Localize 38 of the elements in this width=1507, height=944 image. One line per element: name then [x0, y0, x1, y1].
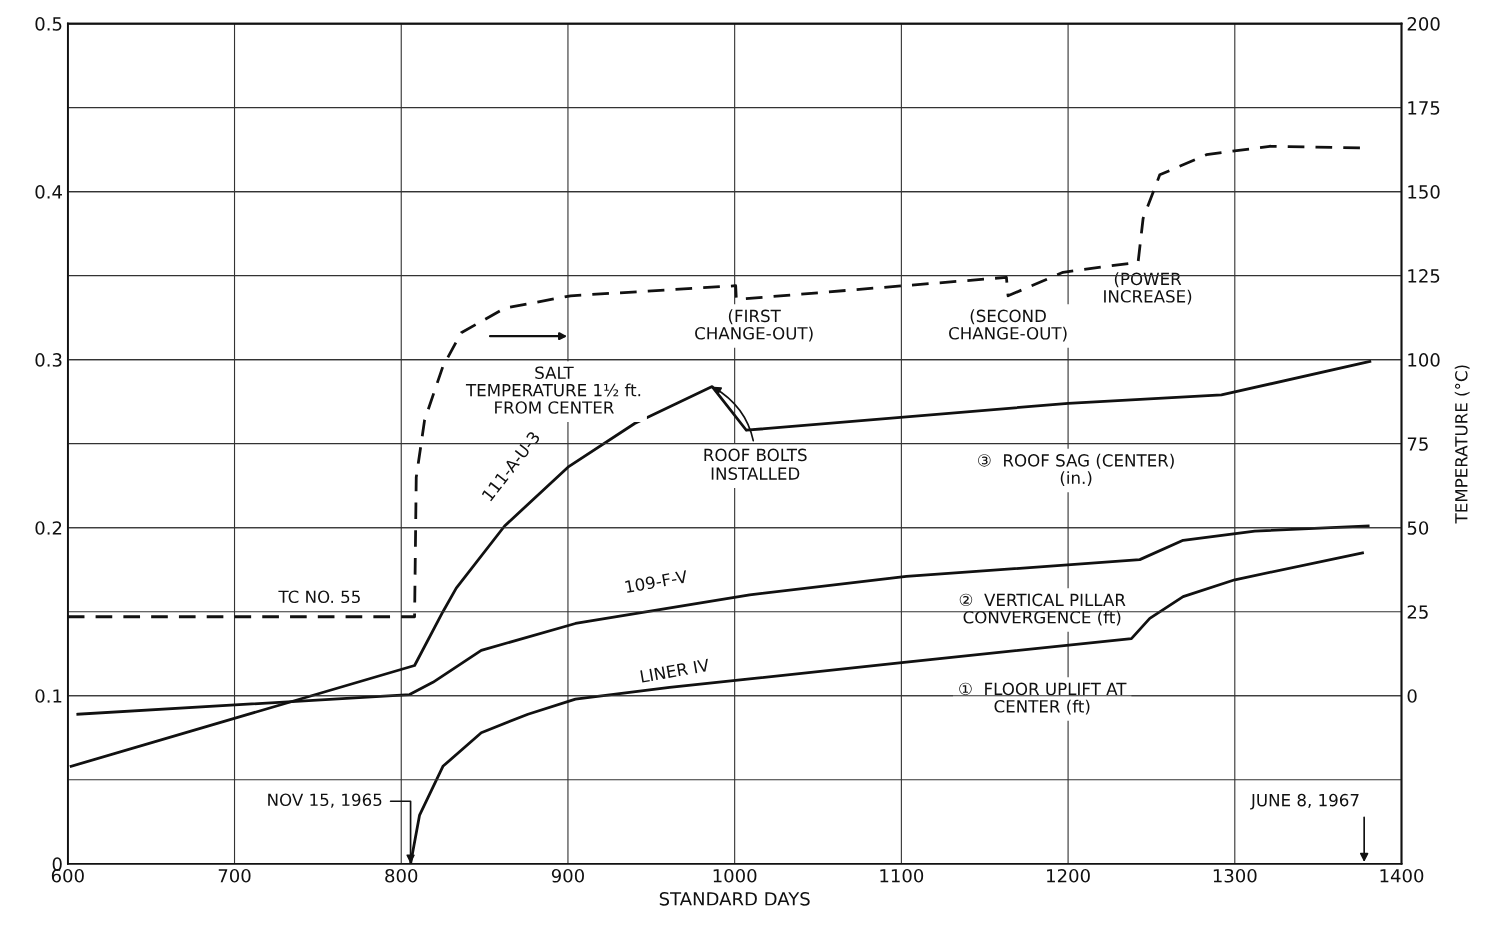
- annotation: ① FLOOR UPLIFT AT CENTER (ft): [959, 682, 1127, 715]
- y2-tick-label: 100: [1408, 353, 1440, 367]
- x-tick-label: 1300: [1213, 868, 1257, 883]
- annotation: JUNE 8, 1967: [1250, 793, 1359, 810]
- y-tick-label: 0.3: [35, 353, 62, 367]
- annotation: ROOF BOLTS INSTALLED: [704, 448, 807, 480]
- y-tick-label: 0: [52, 857, 62, 871]
- x-tick-label: 800: [385, 868, 418, 883]
- annotation: 109-F-V: [624, 569, 689, 594]
- x-tick-label: 1000: [713, 868, 757, 883]
- annotation: NOV 15, 1965: [268, 793, 382, 808]
- y2-tick-label: 150: [1408, 185, 1440, 199]
- x-tick-label: 600: [51, 868, 84, 883]
- y2-axis-title: TEMPERATURE (°C): [1454, 365, 1470, 524]
- y-tick-label: 0.1: [35, 689, 62, 703]
- x-axis-title: STANDARD DAYS: [659, 891, 810, 906]
- y-tick-label: 0.5: [35, 17, 62, 31]
- x-tick-label: 1200: [1047, 868, 1090, 883]
- y2-tick-label: 125: [1408, 269, 1440, 283]
- x-tick-label: 1400: [1380, 868, 1424, 883]
- annotation: (FIRST CHANGE-OUT): [695, 309, 813, 342]
- annotation: SALT TEMPERATURE 1½ ft. FROM CENTER: [465, 366, 641, 414]
- x-tick-label: 900: [551, 868, 584, 883]
- x-tick-label: 1100: [880, 868, 924, 883]
- x-tick-label: 700: [218, 868, 251, 883]
- y2-tick-label: 200: [1407, 17, 1440, 31]
- y-tick-label: 0.2: [35, 521, 62, 535]
- annotation: LINER IV: [640, 658, 710, 683]
- annotation: ③ ROOF SAG (CENTER) (in.): [978, 453, 1174, 487]
- annotation: ② VERTICAL PILLAR CONVERGENCE (ft): [959, 593, 1126, 626]
- y2-tick-label: 0: [1407, 689, 1417, 703]
- y2-tick-label: 175: [1408, 101, 1440, 115]
- y2-tick-label: 50: [1407, 521, 1429, 535]
- annotation: TC NO. 55: [278, 590, 360, 604]
- y2-tick-label: 75: [1407, 437, 1428, 451]
- y-tick-label: 0.4: [35, 185, 62, 199]
- y2-tick-label: 25: [1407, 605, 1428, 619]
- annotation: (SECOND CHANGE-OUT): [949, 309, 1067, 342]
